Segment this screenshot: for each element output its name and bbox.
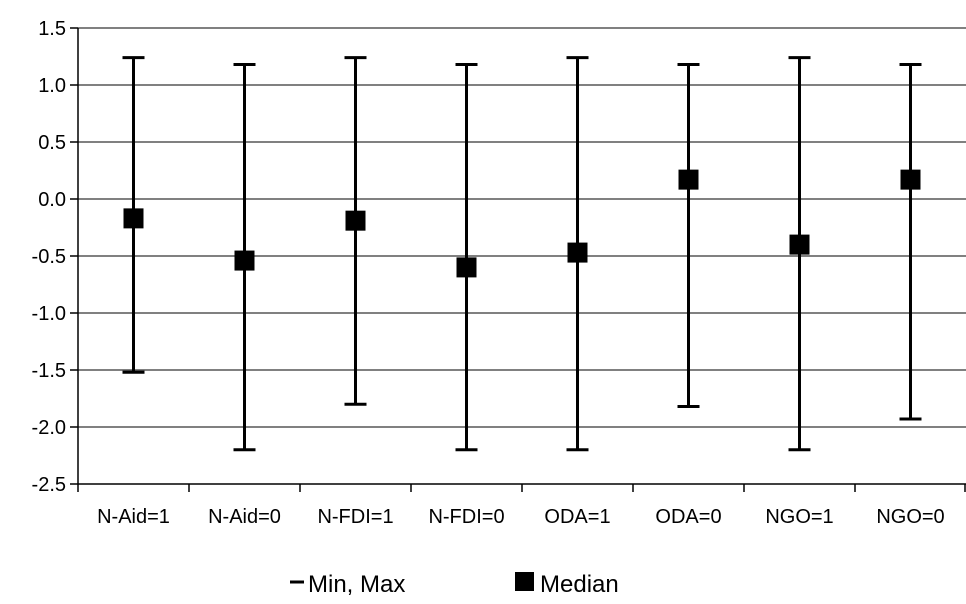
x-tick-label: N-Aid=1 [97,506,170,528]
y-tick-label: -0.5 [32,246,66,268]
median-point [234,250,255,271]
y-tick-label: 0.5 [38,132,66,154]
x-tick-label: NGO=0 [876,506,944,528]
x-tick-label: N-FDI=1 [317,506,393,528]
gridlines [78,27,966,428]
y-tick-label: -2.5 [32,474,66,496]
median-markers [123,169,921,278]
median-point [789,234,810,255]
x-tick-label: N-Aid=0 [208,506,281,528]
y-tick-label: 0.0 [38,189,66,211]
y-tick-label: -1.0 [32,303,66,325]
legend-swatch-median [515,572,534,591]
axes [70,27,966,492]
x-tick-labels: N-Aid=1 N-Aid=0 N-FDI=1 N-FDI=0 ODA=1 ODA=0 NG… [97,506,945,528]
y-tick-label: -2.0 [32,417,66,439]
x-tick-label: N-FDI=0 [428,506,504,528]
median-point [456,257,477,278]
y-tick-label: 1.5 [38,18,66,40]
median-point [900,169,921,190]
x-tick-label: ODA=1 [544,506,610,528]
legend: Min, Max Median [290,571,619,598]
y-tick-label: -1.5 [32,360,66,382]
x-tick-label: ODA=0 [655,506,721,528]
legend-label-median: Median [540,571,619,598]
y-tick-label: 1.0 [38,75,66,97]
median-point [123,208,144,229]
median-point [345,210,366,231]
median-point [567,242,588,263]
median-point [678,169,699,190]
legend-label-min-max: Min, Max [308,571,405,598]
x-tick-label: NGO=1 [765,506,833,528]
y-tick-labels: 1.5 1.0 0.5 0.0 -0.5 -1.0 -1.5 -2.0 -2.5 [32,18,66,496]
